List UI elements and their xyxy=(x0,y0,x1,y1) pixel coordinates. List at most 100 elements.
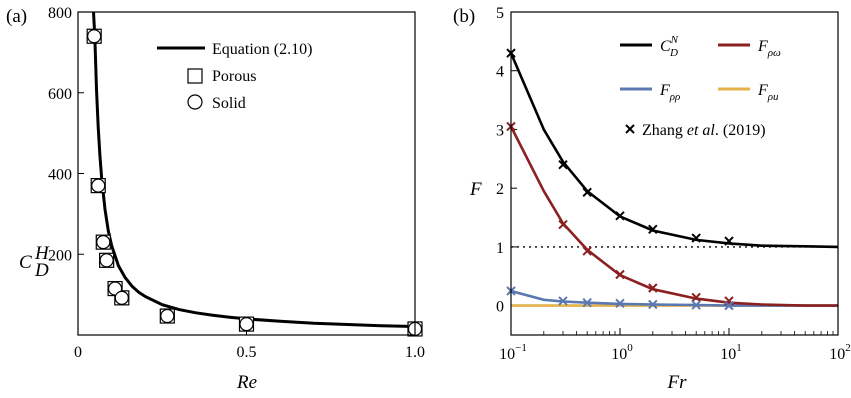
legend-fru-label: Fρu xyxy=(757,82,779,103)
legend-cdn-sup: N xyxy=(670,34,679,46)
solid-marker xyxy=(160,308,175,324)
solid-marker xyxy=(99,253,114,268)
x-stroke xyxy=(582,187,592,197)
x-stroke xyxy=(615,269,625,280)
zhang-marker-frr xyxy=(648,299,658,310)
legend-solid-label: Solid xyxy=(212,95,246,112)
panel-b-xtick-label: 101 xyxy=(720,342,742,363)
zhang-marker-cdn xyxy=(582,187,592,197)
x-stroke xyxy=(691,300,701,310)
panel-b-y-axis-label: F xyxy=(469,179,482,200)
zhang-marker-frr xyxy=(724,300,734,311)
panel-b-xtick-label: 100 xyxy=(611,342,633,363)
panel-a-ylabel-sub: D xyxy=(34,260,49,281)
panel-b-ticks: 0 1 2 3 4 5 10−1 100 101 102 xyxy=(496,5,851,363)
legend-solid-marker xyxy=(187,94,203,110)
panel-a-xtick-label: 0 xyxy=(74,344,82,361)
zhang-marker-frw xyxy=(691,292,701,303)
solid-marker xyxy=(96,235,111,250)
equation-curve xyxy=(92,11,416,328)
panel-a-ticks: 200 400 600 800 0 0.5 1.0 xyxy=(48,5,425,361)
legend-porous-marker xyxy=(187,68,203,84)
legend-frw-main: F xyxy=(757,38,768,55)
legend-zhang-marker xyxy=(625,124,635,134)
panel-b-ytick-label: 1 xyxy=(496,240,504,257)
legend-zhang-part1: Zhang xyxy=(642,122,687,139)
panel-a: (a) C D H Re 200 400 600 800 0 0.5 1.0 Equatio… xyxy=(6,5,425,393)
solid-marker xyxy=(87,29,102,44)
panel-b-frame xyxy=(510,11,839,336)
legend-frw-label: Fρω xyxy=(757,38,781,59)
zhang-marker-frr xyxy=(615,298,625,308)
zhang-marker-cdn xyxy=(648,224,658,234)
zhang-marker-frw xyxy=(648,283,658,293)
legend-equation-label: Equation (2.10) xyxy=(212,41,312,58)
zhang-marker-cdn xyxy=(615,211,625,221)
legend-fru-sub: ρu xyxy=(767,91,779,103)
zhang-marker-frw xyxy=(582,246,592,256)
panel-a-frame xyxy=(77,11,416,336)
panel-b-ytick-label: 4 xyxy=(496,64,504,81)
legend-cdn-main: C xyxy=(660,38,671,55)
legend-frr-main: F xyxy=(659,82,670,99)
panel-b-xtick-label: 102 xyxy=(829,342,851,363)
x-stroke xyxy=(691,233,701,243)
x-stroke xyxy=(691,292,701,303)
legend-frr-label: Fρρ xyxy=(659,82,680,103)
legend-cdn-label: CN D xyxy=(660,34,679,59)
legend-zhang-label: Zhang et al. (2019) xyxy=(642,122,766,139)
zhang-marker-frw xyxy=(615,269,625,280)
panel-a-x-axis-label: Re xyxy=(236,372,257,393)
panel-a-ylabel-sup: H xyxy=(34,243,50,264)
panel-b: (b) F Fr 0 1 2 3 4 5 10−1 100 101 102 CN D Fρω Fρρ… xyxy=(453,5,851,393)
panel-a-xtick-label: 0.5 xyxy=(237,344,257,361)
zhang-marker-cdn xyxy=(724,236,734,246)
panel-a-label: (a) xyxy=(6,6,27,27)
legend-frw-sub: ρω xyxy=(767,47,781,59)
panel-b-ytick-label: 2 xyxy=(496,181,504,198)
x-stroke xyxy=(558,296,568,306)
legend-zhang-part2: et al xyxy=(687,122,716,139)
panel-a-plot-area xyxy=(86,11,423,337)
solid-marker xyxy=(114,290,129,305)
panel-b-ytick-label: 5 xyxy=(496,5,504,22)
legend-porous-label: Porous xyxy=(212,68,256,85)
panel-b-x-axis-label: Fr xyxy=(667,372,688,393)
x-stroke xyxy=(724,300,734,311)
panel-b-plot-area xyxy=(506,48,839,311)
x-stroke xyxy=(648,224,658,234)
zhang-marker-frw xyxy=(558,219,568,230)
panel-a-ytick-label: 600 xyxy=(48,86,72,103)
zhang-marker-frr xyxy=(691,300,701,310)
panel-a-legend: Equation (2.10) Porous Solid xyxy=(157,41,312,112)
x-stroke xyxy=(558,219,568,230)
legend-cdn-sub: D xyxy=(669,47,678,59)
x-stroke xyxy=(558,159,568,170)
zhang-marker-cdn xyxy=(691,233,701,243)
panel-a-ytick-label: 400 xyxy=(48,167,72,184)
x-stroke xyxy=(724,236,734,246)
panel-b-xtick-label: 10−1 xyxy=(499,342,527,363)
panel-b-label: (b) xyxy=(453,6,475,27)
f-rho-omega-curve xyxy=(509,125,838,307)
zhang-marker-cdn xyxy=(558,159,568,170)
legend-zhang-part3: . (2019) xyxy=(715,122,766,139)
panel-a-xtick-label: 1.0 xyxy=(405,344,425,361)
x-stroke xyxy=(615,211,625,221)
panel-a-ylabel-main: C xyxy=(19,252,32,273)
x-stroke xyxy=(648,283,658,293)
zhang-marker-frr xyxy=(558,296,568,306)
legend-frr-sub: ρρ xyxy=(669,91,681,103)
x-stroke xyxy=(615,298,625,308)
panel-b-ytick-label: 0 xyxy=(496,299,504,316)
panel-b-ytick-label: 3 xyxy=(496,122,504,139)
zhang-marker-frr xyxy=(582,297,592,308)
solid-marker xyxy=(91,178,106,193)
x-stroke xyxy=(582,297,592,308)
x-stroke xyxy=(648,299,658,310)
panel-a-y-axis-label: C D H xyxy=(19,243,50,281)
panel-a-ytick-label: 800 xyxy=(48,5,72,22)
panel-b-legend: CN D Fρω Fρρ Fρu Zhang et al. (2019) xyxy=(620,34,781,139)
panel-a-ytick-label: 200 xyxy=(48,247,72,264)
